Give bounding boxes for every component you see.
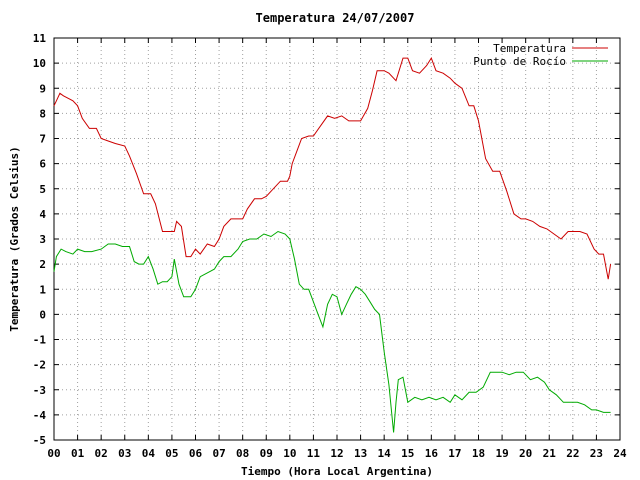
y-tick-label: -1 (33, 334, 47, 347)
legend-label-punto-de-rocio: Punto de Rocío (473, 55, 566, 68)
x-tick-label: 24 (613, 447, 627, 460)
x-tick-label: 11 (307, 447, 321, 460)
x-tick-label: 21 (543, 447, 557, 460)
x-tick-label: 05 (165, 447, 178, 460)
series-line-punto-de-rocio (53, 230, 611, 433)
series-layer (53, 56, 612, 433)
chart-title: Temperatura 24/07/2007 (256, 11, 415, 25)
y-tick-label: 8 (39, 107, 46, 120)
x-tick-label: 19 (495, 447, 508, 460)
y-tick-label: 5 (39, 183, 46, 196)
x-tick-label: 15 (401, 447, 414, 460)
x-tick-label: 14 (378, 447, 392, 460)
x-tick-label: 06 (189, 447, 203, 460)
y-tick-label: 2 (39, 258, 46, 271)
x-tick-label: 10 (283, 447, 296, 460)
x-tick-label: 00 (47, 447, 60, 460)
y-axis-label: Temperatura (Grados Celsius) (8, 146, 21, 331)
x-tick-label: 08 (236, 447, 249, 460)
x-tick-label: 22 (566, 447, 579, 460)
x-tick-label: 18 (472, 447, 485, 460)
y-tick-label: -2 (33, 359, 46, 372)
x-tick-label: 16 (425, 447, 439, 460)
y-tick-label: -4 (33, 409, 47, 422)
y-tick-label: 9 (39, 82, 46, 95)
x-axis-label: Tiempo (Hora Local Argentina) (241, 465, 433, 478)
y-tick-label: 3 (39, 233, 46, 246)
y-tick-label: 1 (39, 283, 46, 296)
ticks: 00 01 02 03 04 05 06 07 08 09 10 11 12 13 14 15 16 17 18 19… (33, 32, 627, 460)
x-tick-label: 12 (330, 447, 343, 460)
y-tick-label: 7 (39, 133, 46, 146)
y-tick-label: 6 (39, 158, 46, 171)
x-tick-label: 02 (95, 447, 108, 460)
x-tick-label: 20 (519, 447, 532, 460)
x-tick-label: 01 (71, 447, 85, 460)
x-tick-label: 07 (212, 447, 225, 460)
legend-label-temperatura: Temperatura (493, 42, 566, 55)
x-tick-label: 03 (118, 447, 131, 460)
y-tick-label: 0 (39, 308, 46, 321)
y-tick-label: 10 (33, 57, 46, 70)
y-tick-label: 11 (33, 32, 47, 45)
series-line-temperatura (53, 56, 612, 280)
x-tick-label: 04 (142, 447, 156, 460)
x-tick-label: 09 (260, 447, 273, 460)
y-tick-label: 4 (39, 208, 46, 221)
y-tick-label: -3 (33, 384, 46, 397)
x-tick-label: 13 (354, 447, 367, 460)
x-tick-label: 23 (590, 447, 603, 460)
x-tick-label: 17 (448, 447, 461, 460)
y-tick-label: -5 (33, 434, 46, 447)
